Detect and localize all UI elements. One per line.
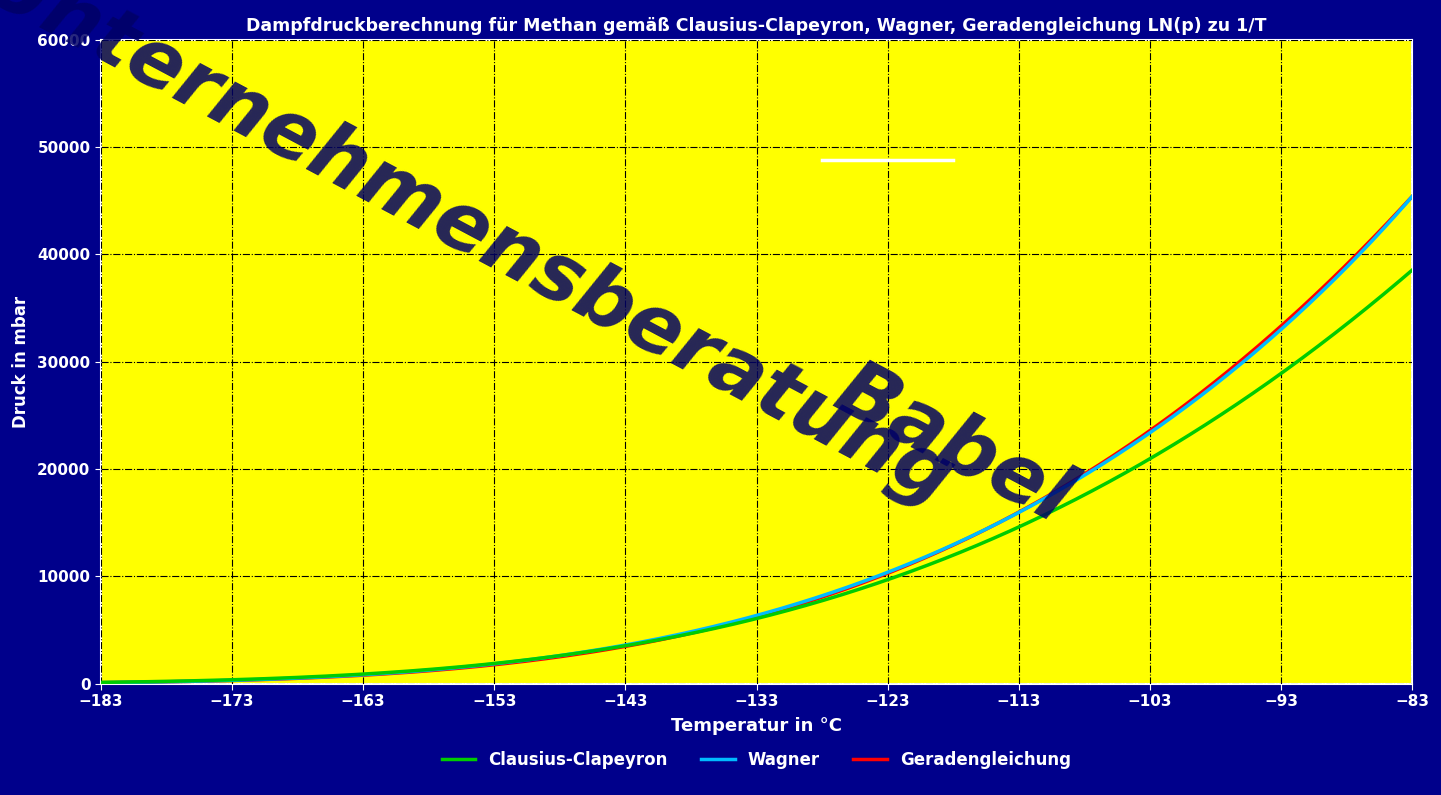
Geradengleichung: [1125, 437, 1143, 447]
Clausius-Clapeyron: [729, 619, 746, 628]
Text: Babel: Babel: [821, 351, 1085, 540]
Clausius-Clapeyron: [695, 626, 712, 635]
Geradengleichung: [695, 626, 712, 635]
Geradengleichung: [92, 678, 110, 688]
Clausius-Clapeyron: [1125, 463, 1143, 473]
Geradengleichung: [1365, 233, 1382, 242]
Y-axis label: Druck in mbar: Druck in mbar: [13, 296, 30, 428]
Geradengleichung: [1404, 192, 1421, 201]
Wagner: [1366, 234, 1383, 243]
Wagner: [695, 624, 712, 634]
Clausius-Clapeyron: [1365, 298, 1382, 308]
X-axis label: Temperatur in °C: Temperatur in °C: [672, 717, 842, 735]
Title: Dampfdruckberechnung für Methan gemäß Clausius-Clapeyron, Wagner, Geradengleichu: Dampfdruckberechnung für Methan gemäß Cl…: [246, 17, 1267, 36]
Clausius-Clapeyron: [1404, 266, 1421, 275]
Text: Unternehmensberatung: Unternehmensberatung: [0, 0, 965, 522]
Geradengleichung: [729, 617, 746, 626]
Wagner: [1365, 235, 1382, 244]
Line: Wagner: Wagner: [101, 196, 1412, 683]
Line: Clausius-Clapeyron: Clausius-Clapeyron: [101, 270, 1412, 682]
Wagner: [1404, 192, 1421, 201]
Geradengleichung: [159, 677, 176, 687]
Clausius-Clapeyron: [92, 677, 110, 687]
Wagner: [729, 615, 746, 625]
Wagner: [92, 678, 110, 688]
Line: Geradengleichung: Geradengleichung: [101, 196, 1412, 683]
Clausius-Clapeyron: [159, 677, 176, 686]
Clausius-Clapeyron: [1366, 297, 1383, 307]
Geradengleichung: [1366, 232, 1383, 242]
Wagner: [1125, 440, 1143, 449]
Legend: Clausius-Clapeyron, Wagner, Geradengleichung: Clausius-Clapeyron, Wagner, Geradengleic…: [435, 744, 1078, 775]
Wagner: [159, 677, 176, 687]
